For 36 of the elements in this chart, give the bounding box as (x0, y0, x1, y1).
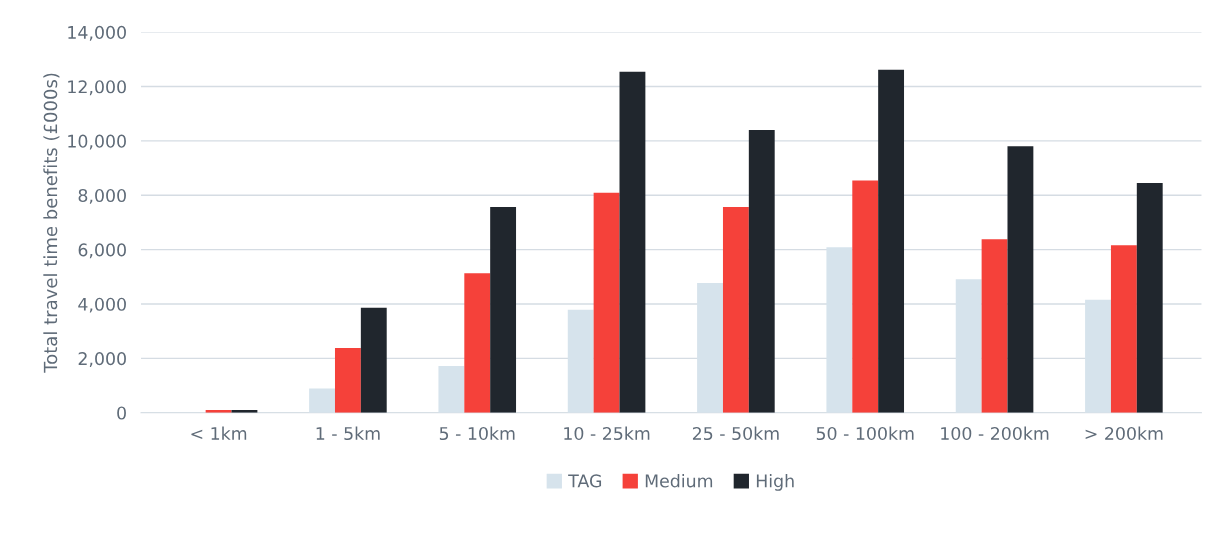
legend-label: Medium (645, 474, 713, 488)
y-tick-label: 12,000 (68, 80, 126, 96)
x-tick-label: 1 - 5km (316, 426, 380, 441)
bar (593, 192, 620, 413)
x-tick-label: 50 - 100km (816, 426, 914, 441)
legend-label: TAG (568, 474, 602, 488)
x-tick-label: < 1km (191, 426, 247, 440)
bar (309, 388, 335, 413)
y-tick-label: 0 (117, 406, 126, 420)
bar (490, 206, 517, 413)
bar (722, 206, 749, 413)
bar (438, 365, 465, 413)
y-axis-title: Total travel time benefits (£000s) (43, 73, 60, 373)
y-tick-label: 2,000 (78, 352, 126, 367)
x-tick-label: 10 - 25km (564, 426, 650, 441)
bar (619, 71, 646, 413)
y-tick-label: 4,000 (78, 297, 126, 313)
x-tick-label: > 200km (1085, 426, 1163, 441)
y-tick-label: 8,000 (78, 188, 126, 204)
bar (360, 307, 387, 413)
y-tick-label: 6,000 (78, 243, 126, 259)
bar (464, 273, 491, 413)
bar (334, 348, 361, 413)
bar (852, 180, 879, 413)
x-tick-label: 100 - 200km (941, 426, 1049, 441)
bar (748, 130, 775, 413)
bar (981, 239, 1008, 413)
x-tick-label: 25 - 50km (692, 426, 779, 441)
y-tick-label: 10,000 (68, 134, 126, 150)
legend-label: High (756, 474, 794, 491)
bar (1007, 146, 1034, 413)
x-tick-label: 5 - 10km (439, 426, 515, 441)
bar (1136, 183, 1163, 413)
bar (878, 69, 905, 413)
bar (1110, 245, 1137, 413)
y-tick-label: 14,000 (68, 25, 126, 41)
